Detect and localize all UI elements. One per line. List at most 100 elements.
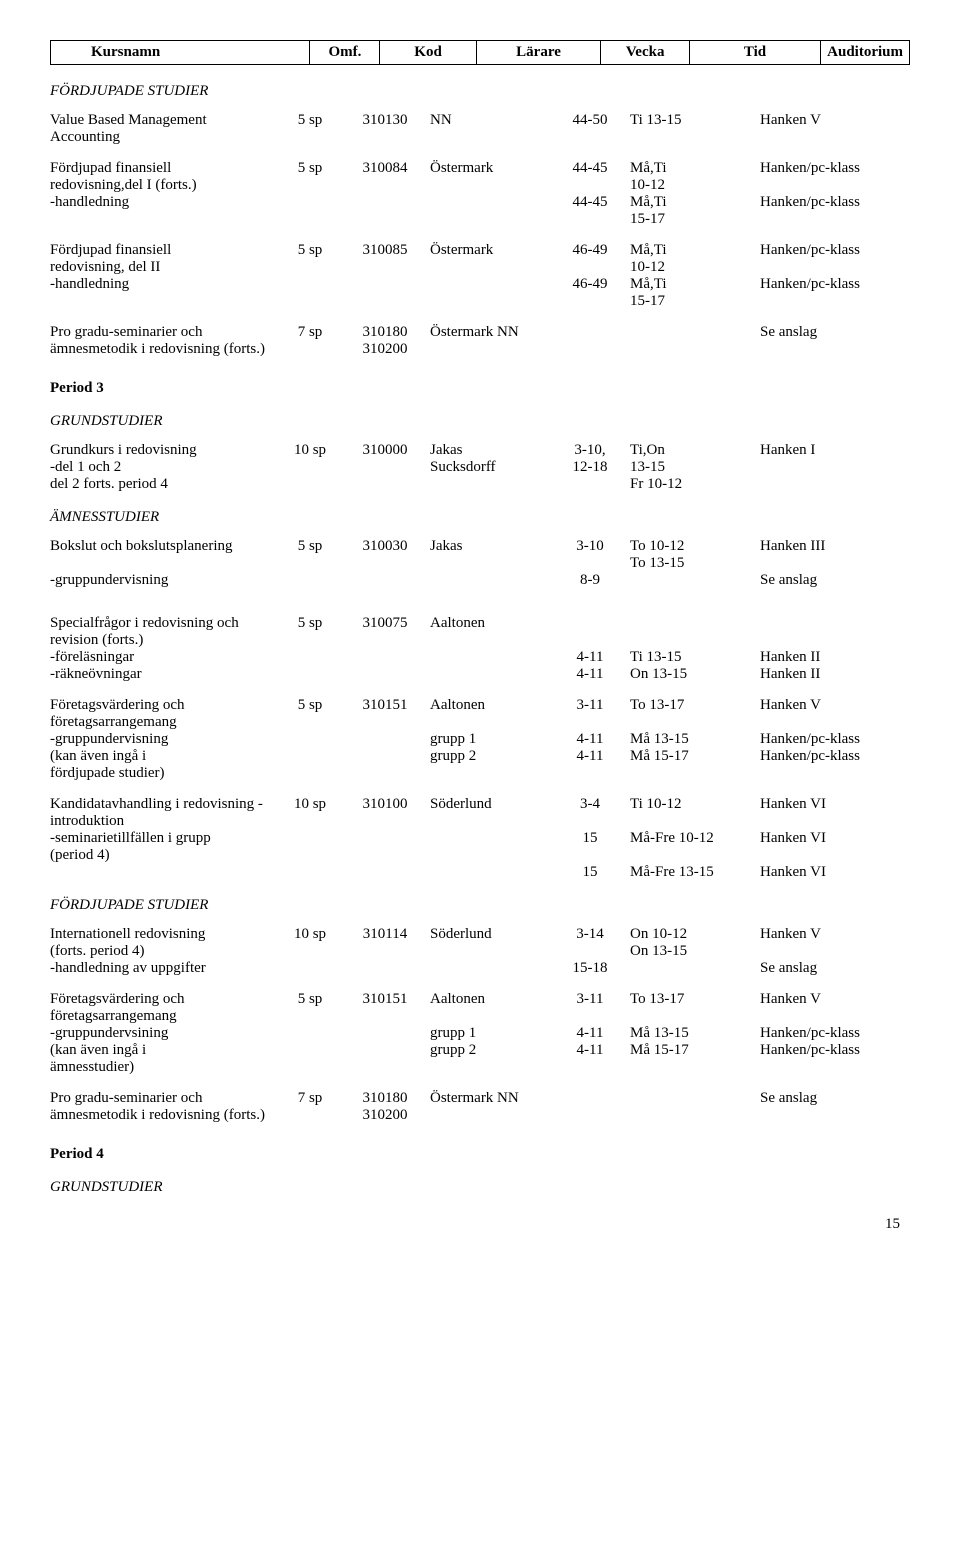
course-omf: 5 sp [280,112,340,146]
course-name: Fördjupad finansiell [50,160,280,177]
course-name: -handledning [50,194,280,211]
course-omf: 5 sp [280,538,340,555]
course-name: redovisning, del II [50,259,280,276]
course-larare: grupp 1 [430,731,550,748]
course-tid: Må-Fre 13-15 [630,864,760,881]
course-kod: 310000 [340,442,430,459]
course-name: (period 4) [50,847,280,864]
section-period3: Period 3 [50,380,910,397]
course-name: Fördjupad finansiell [50,242,280,259]
course-name: Value Based Management [50,112,280,129]
course-name: ämnesstudier) [50,1059,280,1076]
course-aud: Hanken III [760,538,910,555]
course-name: (kan även ingå i [50,1042,280,1059]
course-aud: Hanken VI [760,796,910,813]
course-tid: Ti 13-15 [630,112,760,146]
course-tid: To 13-17 [630,991,760,1008]
course-larare: Östermark [430,242,550,259]
course-name: Företagsvärdering och [50,991,280,1008]
course-name: -gruppundervisning [50,572,280,589]
course-name: -räkneövningar [50,666,280,683]
course-tid: Ti,On [630,442,760,459]
course-vecka: 3-11 [550,697,630,714]
course-vecka: 15-18 [550,960,630,977]
header-col-omf: Omf. [310,41,380,65]
course-row: Bokslut och bokslutsplanering -gruppunde… [50,538,910,589]
course-vecka: 4-11 [550,748,630,765]
section-period4: Period 4 [50,1146,910,1163]
course-larare: Aaltonen [430,991,550,1008]
course-tid: On 13-15 [630,666,760,683]
course-larare: Östermark NN [430,1090,550,1107]
course-aud: Hanken V [760,697,910,714]
course-vecka: 44-45 [550,160,630,177]
course-omf: 5 sp [280,615,340,632]
course-kod: 310114 [340,926,430,943]
course-name: Internationell redovisning [50,926,280,943]
course-aud: Hanken/pc-klass [760,1042,910,1059]
course-vecka: 3-11 [550,991,630,1008]
course-tid: Må 15-17 [630,1042,760,1059]
course-aud: Hanken/pc-klass [760,748,910,765]
course-aud: Hanken/pc-klass [760,731,910,748]
course-aud: Hanken/pc-klass [760,242,910,259]
course-vecka: 3-14 [550,926,630,943]
course-larare: Östermark [430,160,550,177]
course-omf: 5 sp [280,697,340,714]
course-name: Pro gradu-seminarier och [50,1090,280,1107]
course-vecka: 44-45 [550,194,630,211]
course-name: företagsarrangemang [50,714,280,731]
course-name: -handledning [50,276,280,293]
course-name: Bokslut och bokslutsplanering [50,538,280,555]
section-grundstudier-1: GRUNDSTUDIER [50,413,910,430]
course-row: Pro gradu-seminarier och ämnesmetodik i … [50,1090,910,1124]
course-name: -del 1 och 2 [50,459,280,476]
course-aud: Hanken V [760,991,910,1008]
course-tid: Må 13-15 [630,1025,760,1042]
course-name: del 2 forts. period 4 [50,476,280,493]
course-aud: Hanken II [760,666,910,683]
course-aud: Hanken II [760,649,910,666]
course-vecka: 4-11 [550,666,630,683]
course-tid: 13-15 [630,459,760,476]
course-kod: 310085 [340,242,430,259]
course-name: Specialfrågor i redovisning och [50,615,280,632]
course-tid: To 10-12 [630,538,760,555]
course-vecka: 46-49 [550,276,630,293]
header-col-kod: Kod [380,41,476,65]
course-row: Pro gradu-seminarier och ämnesmetodik i … [50,324,910,358]
course-omf: 5 sp [280,991,340,1008]
course-kod: 310180 [340,1090,430,1107]
course-tid: Må,Ti [630,160,760,177]
course-aud: Hanken I [760,442,910,459]
course-aud: Hanken/pc-klass [760,1025,910,1042]
course-larare: Sucksdorff [430,459,550,476]
course-name: Pro gradu-seminarier och [50,324,280,341]
course-tid: 10-12 [630,177,760,194]
course-kod: 310030 [340,538,430,555]
section-grundstudier-2: GRUNDSTUDIER [50,1179,910,1196]
course-omf: 5 sp [280,242,340,259]
course-tid: Ti 13-15 [630,649,760,666]
course-kod: 310084 [340,160,430,177]
course-vecka: 3-4 [550,796,630,813]
course-tid: Må,Ti [630,194,760,211]
course-row: Fördjupad finansiell redovisning, del II… [50,242,910,310]
course-larare: Östermark NN [430,324,550,341]
course-kod: 310151 [340,991,430,1008]
course-tid: Fr 10-12 [630,476,760,493]
course-kod: 310075 [340,615,430,632]
course-name: (kan även ingå i [50,748,280,765]
course-vecka: 15 [550,864,630,881]
course-row: Företagsvärdering och företagsarrangeman… [50,991,910,1076]
course-name: fördjupade studier) [50,765,280,782]
course-kod: 310100 [340,796,430,813]
section-fordjupade-1: FÖRDJUPADE STUDIER [50,83,910,100]
course-larare: NN [430,112,550,146]
course-name: redovisning,del I (forts.) [50,177,280,194]
course-name: -föreläsningar [50,649,280,666]
course-name: ämnesmetodik i redovisning (forts.) [50,341,280,358]
course-row: Grundkurs i redovisning -del 1 och 2 del… [50,442,910,493]
header-col-kursnamn: Kursnamn [51,41,310,65]
course-tid: Ti 10-12 [630,796,760,813]
